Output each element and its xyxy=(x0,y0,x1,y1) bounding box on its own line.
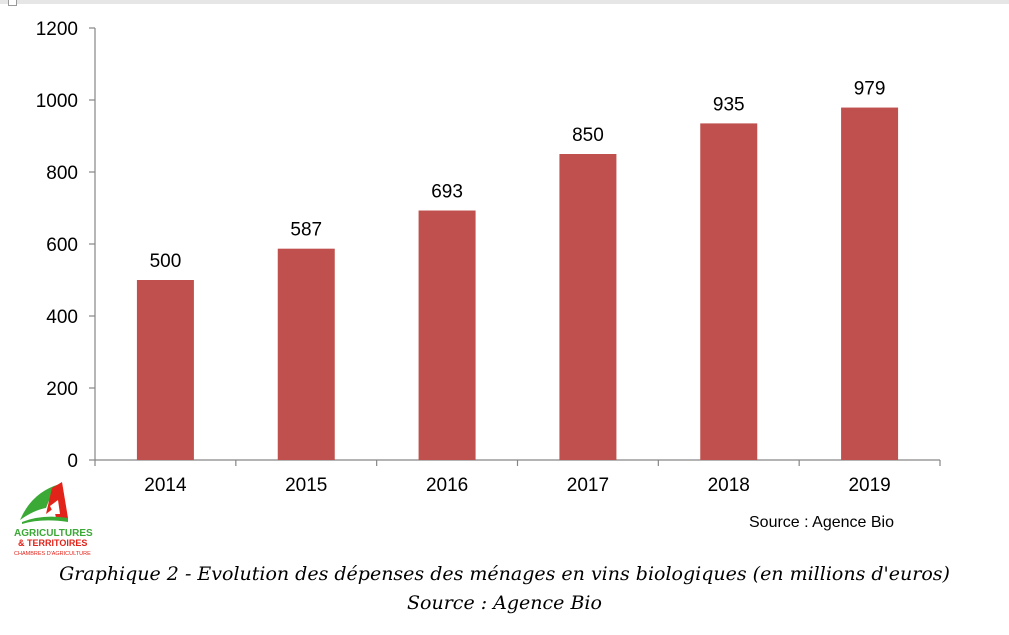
logo-white-a xyxy=(50,500,60,514)
data-labels: 500 587 693 850 935 979 xyxy=(150,79,886,272)
bar-2019 xyxy=(841,107,899,460)
y-tick-label: 200 xyxy=(46,379,78,400)
bars xyxy=(136,107,899,461)
bar-2014 xyxy=(136,280,194,460)
data-label: 979 xyxy=(854,79,886,100)
y-tick-label: 600 xyxy=(46,235,78,256)
x-axis: 2014 2015 2016 2017 2018 2019 xyxy=(94,459,941,496)
bar-2016 xyxy=(418,210,476,460)
bar-2018 xyxy=(700,123,758,461)
y-tick-label: 400 xyxy=(46,307,78,328)
data-label: 500 xyxy=(150,251,182,272)
y-tick-label: 0 xyxy=(67,451,78,472)
data-label: 850 xyxy=(572,125,604,146)
y-tick-label: 1200 xyxy=(36,19,78,40)
data-label: 587 xyxy=(290,220,322,241)
x-tick-label: 2016 xyxy=(426,475,468,496)
figure-source: Source : Agence Bio xyxy=(407,592,602,614)
x-tick-label: 2018 xyxy=(708,475,750,496)
logo-green-arc xyxy=(20,484,60,520)
y-axis: 0 200 400 600 800 1000 1200 xyxy=(36,19,96,472)
data-label: 935 xyxy=(713,94,745,115)
chart-source-note: Source : Agence Bio xyxy=(749,514,894,531)
resize-handle[interactable] xyxy=(8,0,17,6)
window-top-border xyxy=(0,0,1009,4)
figure-caption: Graphique 2 - Evolution des dépenses des… xyxy=(59,563,950,585)
y-tick-label: 1000 xyxy=(36,91,78,112)
logo-line2: & TERRITOIRES xyxy=(18,538,87,548)
x-tick-label: 2015 xyxy=(285,475,327,496)
x-tick-label: 2019 xyxy=(848,475,890,496)
logo-green-swoosh xyxy=(22,516,68,524)
y-tick-label: 800 xyxy=(46,163,78,184)
bar-2015 xyxy=(277,248,335,460)
chambres-agriculture-logo: AGRICULTURES & TERRITOIRES CHAMBRES D'AG… xyxy=(14,482,93,557)
logo-line1: AGRICULTURES xyxy=(14,528,93,539)
data-label: 693 xyxy=(431,182,463,203)
x-tick-label: 2017 xyxy=(567,475,609,496)
x-tick-label: 2014 xyxy=(144,475,187,496)
logo-line3: CHAMBRES D'AGRICULTURE xyxy=(14,551,91,557)
bar-2017 xyxy=(559,154,617,460)
